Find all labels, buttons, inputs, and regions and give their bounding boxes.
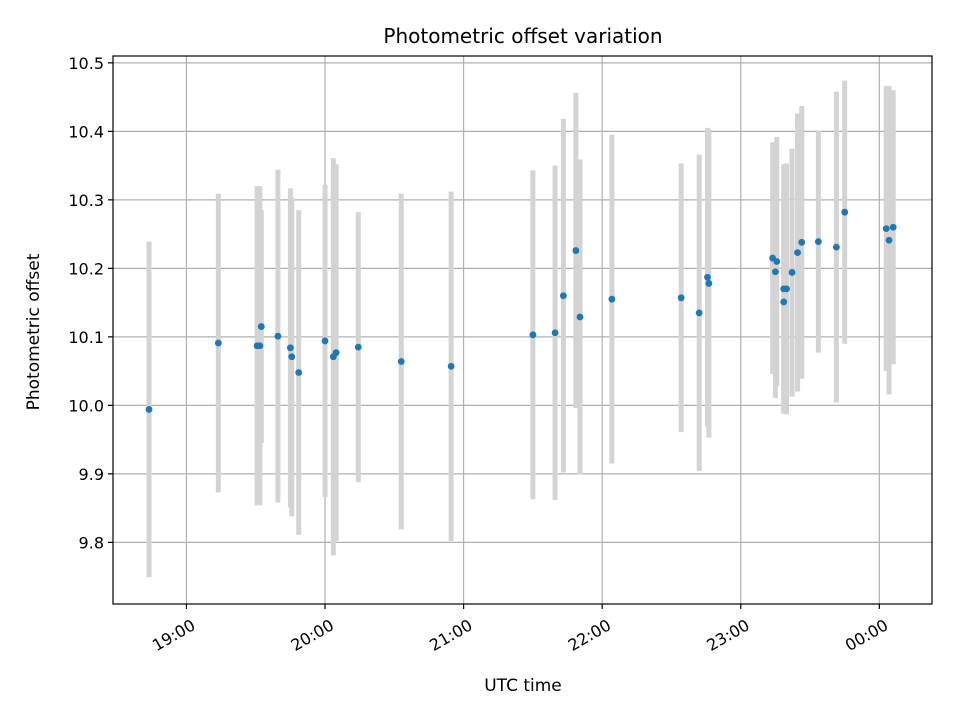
data-point bbox=[608, 295, 616, 303]
data-point bbox=[882, 225, 890, 233]
data-point bbox=[354, 343, 362, 351]
y-tick-label: 10.2 bbox=[68, 259, 104, 278]
data-point bbox=[889, 223, 897, 231]
data-point bbox=[559, 292, 567, 300]
y-tick-label: 9.8 bbox=[79, 533, 104, 552]
data-point bbox=[704, 273, 711, 281]
data-point bbox=[288, 353, 296, 361]
data-point bbox=[145, 406, 153, 413]
data-point bbox=[332, 349, 340, 357]
data-point bbox=[788, 269, 796, 276]
data-point bbox=[572, 247, 580, 254]
y-tick-label: 10.1 bbox=[68, 328, 104, 347]
y-tick-label: 10.0 bbox=[68, 396, 104, 415]
data-point bbox=[257, 323, 265, 330]
data-point bbox=[780, 298, 788, 306]
data-point bbox=[695, 309, 703, 317]
data-point bbox=[885, 236, 893, 244]
data-point bbox=[772, 268, 779, 276]
data-point bbox=[814, 238, 822, 246]
data-point bbox=[286, 344, 294, 352]
chart-title: Photometric offset variation bbox=[383, 24, 662, 48]
data-point bbox=[274, 332, 282, 340]
data-point bbox=[773, 258, 781, 265]
y-tick-label: 9.9 bbox=[79, 465, 104, 484]
data-point bbox=[321, 337, 329, 345]
data-point bbox=[798, 238, 806, 246]
data-point bbox=[841, 208, 849, 216]
data-point bbox=[832, 243, 840, 251]
data-point bbox=[529, 331, 537, 339]
data-points bbox=[145, 208, 897, 413]
y-tick-label: 10.4 bbox=[68, 122, 104, 141]
data-point bbox=[214, 339, 222, 347]
x-axis-label: UTC time bbox=[484, 676, 562, 696]
data-point bbox=[576, 313, 584, 321]
data-point bbox=[794, 249, 801, 256]
plot-frame bbox=[112, 55, 933, 605]
data-point bbox=[677, 294, 685, 302]
y-axis-label: Photometric offset bbox=[24, 253, 44, 410]
y-tick-label: 10.3 bbox=[68, 191, 104, 210]
data-point bbox=[783, 285, 790, 293]
data-point bbox=[397, 358, 405, 365]
y-axis: 9.8 9.9 10.0 10.1 10.2 10.3 10.4 10.5 bbox=[68, 54, 113, 552]
data-point bbox=[705, 280, 713, 287]
data-point bbox=[551, 329, 559, 337]
data-point bbox=[295, 369, 303, 376]
y-tick-label: 10.5 bbox=[68, 54, 104, 73]
data-point bbox=[256, 342, 264, 350]
data-point bbox=[447, 362, 455, 370]
